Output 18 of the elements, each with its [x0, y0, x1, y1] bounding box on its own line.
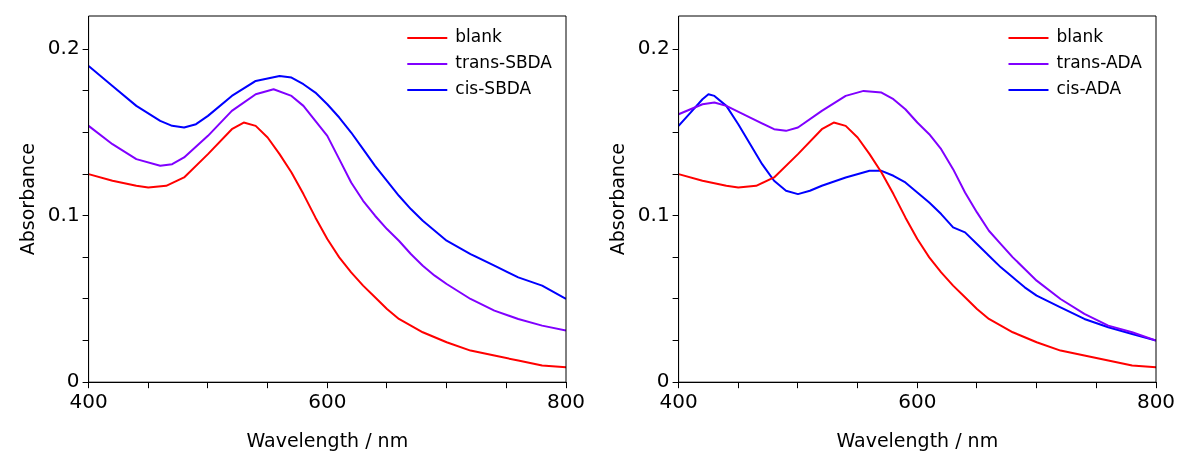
- legend-label: cis-SBDA: [455, 78, 532, 99]
- x-tick-label: 600: [308, 389, 347, 414]
- x-tick-label: 600: [898, 389, 937, 414]
- x-tick-label: 800: [1136, 389, 1176, 414]
- legend-label: trans-SBDA: [455, 52, 553, 73]
- x-axis-title: Wavelength / nm: [836, 428, 999, 451]
- y-axis-title: Absorbance: [16, 142, 39, 256]
- legend-label: cis-ADA: [1056, 78, 1122, 99]
- y-tick-label: 0.1: [637, 201, 670, 226]
- legend-label: trans-ADA: [1056, 52, 1143, 73]
- legend-label: blank: [1056, 26, 1104, 47]
- y-tick-label: 0.2: [47, 35, 80, 60]
- legend-label: blank: [455, 26, 502, 47]
- x-tick-label: 800: [546, 389, 586, 414]
- y-axis-title: Absorbance: [606, 142, 629, 256]
- y-tick-label: 0.1: [47, 201, 80, 226]
- y-tick-label: 0.2: [637, 35, 670, 60]
- x-axis-title: Wavelength / nm: [246, 428, 409, 451]
